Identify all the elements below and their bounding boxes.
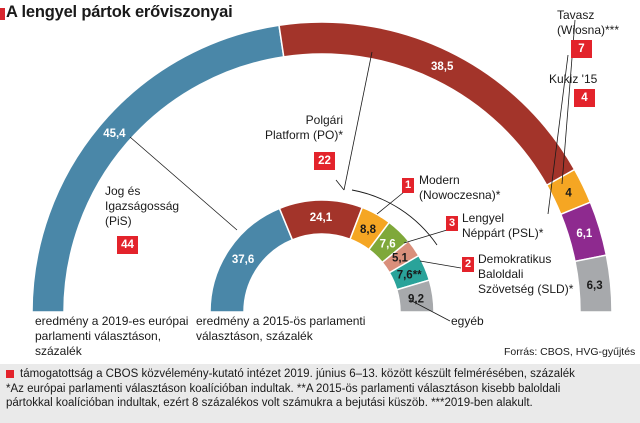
label-modern: Modern (Nowoczesna)* <box>419 173 501 202</box>
footnote-marker <box>6 370 14 378</box>
outer-ring-value-label-3: 6,1 <box>576 228 593 240</box>
outer-ring-segment-4 <box>574 254 613 313</box>
badge-kukiz: 4 <box>574 89 595 107</box>
inner-ring-value-label-3: 7,6 <box>380 238 396 250</box>
inner-ring-value-label-5: 7,6** <box>397 269 422 281</box>
outer-ring-value-label-4: 6,3 <box>587 280 603 292</box>
coalition-bracket <box>351 189 438 246</box>
chart-canvas: 45,4 38,5 4 6,1 6,3 37,6 24,1 8,87,6 5,1 7,6** 9,2 <box>31 19 613 322</box>
outer-ring-value-label-2: 4 <box>565 188 572 200</box>
badge-po: 22 <box>314 152 335 170</box>
footnote-2: *Az európai parlamenti választáson koalí… <box>6 383 561 395</box>
inner-ring-value-label-4: 5,1 <box>392 253 409 265</box>
leader-line-8 <box>409 299 451 322</box>
outer-ring-value-label-0: 45,4 <box>103 128 126 140</box>
label-po: Polgári Platform (PO)* <box>265 113 344 142</box>
source-note: Forrás: CBOS, HVG-gyűjtés <box>504 346 636 358</box>
leader-line-7 <box>547 54 569 215</box>
title-marker <box>0 8 5 20</box>
label-wiosna: Tavasz (Wiosna)*** <box>557 8 620 37</box>
inner-ring-value-label-2: 8,8 <box>360 224 377 236</box>
badge-psl: 3 <box>446 216 458 231</box>
label-kukiz: Kukiz '15 <box>549 72 598 86</box>
leader-line-5 <box>419 260 462 269</box>
inner-ring-value-label-6: 9,2 <box>408 293 424 305</box>
outer-ring-caption: eredmény a 2019-es európai parlamenti vál… <box>35 314 189 358</box>
label-sld: Demokratikus Baloldali Szövetség (SLD)* <box>478 252 574 296</box>
inner-ring-value-label-0: 37,6 <box>232 254 254 266</box>
leader-line-1 <box>343 51 373 191</box>
inner-ring-value-label-1: 24,1 <box>310 212 333 224</box>
footnote-3: pártokkal koalícióban indultak, ezért 8 … <box>6 397 533 409</box>
outer-ring-value-label-1: 38,5 <box>431 61 454 73</box>
footnote-box: támogatottság a CBOS közvélemény-kutató … <box>0 364 640 423</box>
inner-ring-caption: eredmény a 2015-ös parlamenti választáson… <box>196 314 366 343</box>
leader-line-2 <box>335 179 345 191</box>
label-psl: Lengyel Néppárt (PSL)* <box>462 211 544 240</box>
badge-sld: 2 <box>462 257 474 272</box>
leader-line-4 <box>403 229 448 244</box>
chart-title: A lengyel pártok erőviszonyai <box>6 3 233 21</box>
footnote-1: támogatottság a CBOS közvélemény-kutató … <box>20 368 575 380</box>
leader-line-0 <box>129 136 238 231</box>
label-other: egyéb <box>451 314 484 328</box>
inner-ring-segment-6 <box>395 279 435 313</box>
badge-pis: 44 <box>117 236 138 254</box>
badge-wiosna: 7 <box>571 40 592 58</box>
label-pis: Jog és Igazságosság (PiS) <box>105 184 180 228</box>
badge-modern: 1 <box>402 178 414 193</box>
